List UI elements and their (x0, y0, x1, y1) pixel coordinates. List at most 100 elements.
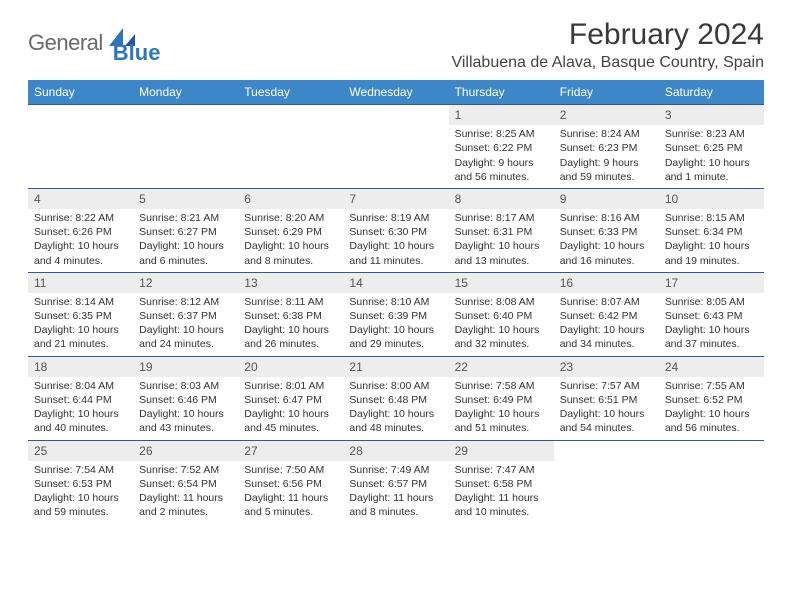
day-body: Sunrise: 8:07 AMSunset: 6:42 PMDaylight:… (554, 293, 659, 356)
day-number: 2 (560, 108, 567, 122)
daylight: Daylight: 10 hours and 19 minutes. (665, 239, 758, 267)
sunrise: Sunrise: 8:05 AM (665, 295, 758, 309)
day-body: Sunrise: 8:00 AMSunset: 6:48 PMDaylight:… (343, 377, 448, 440)
day-cell: 26Sunrise: 7:52 AMSunset: 6:54 PMDayligh… (133, 441, 238, 524)
daylight: Daylight: 10 hours and 6 minutes. (139, 239, 232, 267)
day-body: Sunrise: 8:25 AMSunset: 6:22 PMDaylight:… (449, 125, 554, 188)
daylight: Daylight: 10 hours and 56 minutes. (665, 407, 758, 435)
day-cell: 3Sunrise: 8:23 AMSunset: 6:25 PMDaylight… (659, 105, 764, 188)
week-row: 1 Sunrise: 8:25 AMSunset: 6:22 PMDaylight… (28, 104, 764, 188)
day-number: 18 (34, 360, 47, 374)
daylight: Daylight: 10 hours and 8 minutes. (244, 239, 337, 267)
day-body: Sunrise: 8:16 AMSunset: 6:33 PMDaylight:… (554, 209, 659, 272)
day-body: Sunrise: 8:17 AMSunset: 6:31 PMDaylight:… (449, 209, 554, 272)
sunrise: Sunrise: 8:20 AM (244, 211, 337, 225)
day-number: 4 (34, 192, 41, 206)
day-cell: 14 Sunrise: 8:10 AMSunset: 6:39 PMDayligh… (343, 273, 448, 356)
sunset: Sunset: 6:30 PM (349, 225, 442, 239)
sunrise: Sunrise: 8:11 AM (244, 295, 337, 309)
sunrise: Sunrise: 8:10 AM (349, 295, 442, 309)
dow-monday: Monday (133, 80, 238, 104)
sunset: Sunset: 6:39 PM (349, 309, 442, 323)
day-body: Sunrise: 7:58 AMSunset: 6:49 PMDaylight:… (449, 377, 554, 440)
daylight: Daylight: 10 hours and 34 minutes. (560, 323, 653, 351)
day-number: 9 (560, 192, 567, 206)
daylight: Daylight: 10 hours and 26 minutes. (244, 323, 337, 351)
day-cell: 21 Sunrise: 8:00 AMSunset: 6:48 PMDayligh… (343, 357, 448, 440)
day-body: Sunrise: 8:19 AMSunset: 6:30 PMDaylight:… (343, 209, 448, 272)
day-number: 29 (455, 444, 468, 458)
sunrise: Sunrise: 7:52 AM (139, 463, 232, 477)
day-cell: 18 Sunrise: 8:04 AMSunset: 6:44 PMDayligh… (28, 357, 133, 440)
header: General Blue February 2024 Villabuena de… (28, 18, 764, 72)
daylight: Daylight: 10 hours and 13 minutes. (455, 239, 548, 267)
day-number: 25 (34, 444, 47, 458)
sunrise: Sunrise: 8:08 AM (455, 295, 548, 309)
sunset: Sunset: 6:34 PM (665, 225, 758, 239)
sunset: Sunset: 6:42 PM (560, 309, 653, 323)
sunrise: Sunrise: 8:22 AM (34, 211, 127, 225)
day-body: Sunrise: 8:21 AMSunset: 6:27 PMDaylight:… (133, 209, 238, 272)
day-cell: 27Sunrise: 7:50 AMSunset: 6:56 PMDayligh… (238, 441, 343, 524)
day-number: 21 (349, 360, 362, 374)
day-number: 19 (139, 360, 152, 374)
daylight: Daylight: 11 hours and 5 minutes. (244, 491, 337, 519)
day-cell (238, 105, 343, 188)
dow-row: SundayMondayTuesdayWednesdayThursdayFrid… (28, 80, 764, 104)
brand-word2: Blue (113, 40, 161, 66)
day-cell (133, 105, 238, 188)
day-number: 7 (349, 192, 356, 206)
week-row: 4Sunrise: 8:22 AMSunset: 6:26 PMDaylight… (28, 188, 764, 272)
sunrise: Sunrise: 8:15 AM (665, 211, 758, 225)
title-block: February 2024 Villabuena de Alava, Basqu… (451, 18, 764, 72)
sunrise: Sunrise: 7:54 AM (34, 463, 127, 477)
daylight: Daylight: 10 hours and 59 minutes. (34, 491, 127, 519)
daylight: Daylight: 10 hours and 11 minutes. (349, 239, 442, 267)
sunset: Sunset: 6:47 PM (244, 393, 337, 407)
daylight: Daylight: 10 hours and 37 minutes. (665, 323, 758, 351)
sunrise: Sunrise: 8:17 AM (455, 211, 548, 225)
day-number: 20 (244, 360, 257, 374)
day-cell: 22Sunrise: 7:58 AMSunset: 6:49 PMDayligh… (449, 357, 554, 440)
day-body: Sunrise: 8:01 AMSunset: 6:47 PMDaylight:… (238, 377, 343, 440)
day-cell: 1 Sunrise: 8:25 AMSunset: 6:22 PMDaylight… (449, 105, 554, 188)
sunset: Sunset: 6:35 PM (34, 309, 127, 323)
day-body: Sunrise: 8:04 AMSunset: 6:44 PMDaylight:… (28, 377, 133, 440)
sunset: Sunset: 6:53 PM (34, 477, 127, 491)
day-body: Sunrise: 7:57 AMSunset: 6:51 PMDaylight:… (554, 377, 659, 440)
daylight: Daylight: 10 hours and 1 minute. (665, 156, 758, 184)
day-cell: 29Sunrise: 7:47 AMSunset: 6:58 PMDayligh… (449, 441, 554, 524)
day-body: Sunrise: 7:49 AMSunset: 6:57 PMDaylight:… (343, 461, 448, 524)
day-number: 16 (560, 276, 573, 290)
day-cell: 17Sunrise: 8:05 AMSunset: 6:43 PMDayligh… (659, 273, 764, 356)
day-number: 1 (455, 108, 462, 122)
day-number: 14 (349, 276, 362, 290)
sunset: Sunset: 6:25 PM (665, 141, 758, 155)
sunset: Sunset: 6:56 PM (244, 477, 337, 491)
daylight: Daylight: 10 hours and 21 minutes. (34, 323, 127, 351)
brand-word1: General (28, 30, 103, 56)
dow-thursday: Thursday (449, 80, 554, 104)
sunrise: Sunrise: 8:16 AM (560, 211, 653, 225)
daylight: Daylight: 10 hours and 32 minutes. (455, 323, 548, 351)
day-cell (554, 441, 659, 524)
sunset: Sunset: 6:46 PM (139, 393, 232, 407)
daylight: Daylight: 10 hours and 24 minutes. (139, 323, 232, 351)
sunrise: Sunrise: 8:24 AM (560, 127, 653, 141)
month-title: February 2024 (451, 18, 764, 52)
day-number: 12 (139, 276, 152, 290)
day-cell: 4Sunrise: 8:22 AMSunset: 6:26 PMDaylight… (28, 189, 133, 272)
sunrise: Sunrise: 8:23 AM (665, 127, 758, 141)
sunrise: Sunrise: 7:55 AM (665, 379, 758, 393)
sunset: Sunset: 6:51 PM (560, 393, 653, 407)
day-body: Sunrise: 8:05 AMSunset: 6:43 PMDaylight:… (659, 293, 764, 356)
dow-sunday: Sunday (28, 80, 133, 104)
day-body: Sunrise: 8:11 AMSunset: 6:38 PMDaylight:… (238, 293, 343, 356)
day-body: Sunrise: 8:10 AMSunset: 6:39 PMDaylight:… (343, 293, 448, 356)
day-number: 27 (244, 444, 257, 458)
daylight: Daylight: 11 hours and 2 minutes. (139, 491, 232, 519)
dow-friday: Friday (554, 80, 659, 104)
day-cell: 13 Sunrise: 8:11 AMSunset: 6:38 PMDayligh… (238, 273, 343, 356)
day-body: Sunrise: 7:54 AMSunset: 6:53 PMDaylight:… (28, 461, 133, 524)
day-number: 13 (244, 276, 257, 290)
